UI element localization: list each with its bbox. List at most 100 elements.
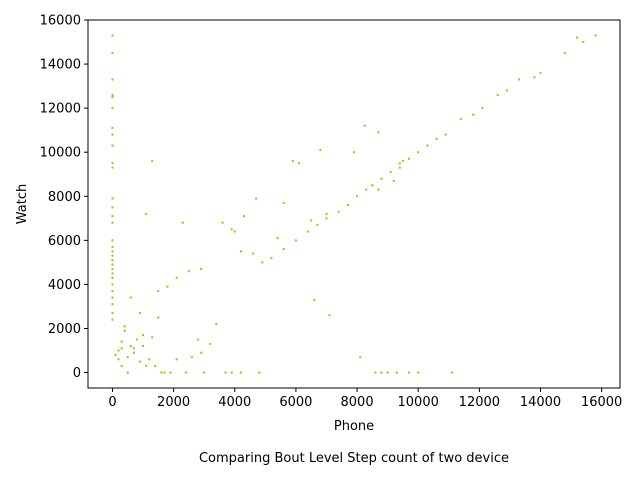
data-point — [157, 289, 160, 293]
data-point — [291, 159, 295, 163]
data-point — [352, 151, 356, 154]
y-axis-label: Watch — [15, 184, 30, 224]
x-tick-label: 16000 — [581, 395, 622, 410]
data-point — [407, 371, 411, 374]
data-point — [196, 338, 200, 341]
data-point — [175, 358, 178, 361]
data-point — [242, 214, 246, 218]
data-point — [310, 219, 313, 222]
data-point — [328, 314, 331, 317]
data-point — [190, 355, 194, 359]
data-point — [120, 340, 123, 343]
data-point — [472, 113, 475, 116]
data-point — [111, 296, 114, 299]
x-tick-label: 6000 — [279, 395, 312, 410]
data-point — [111, 51, 114, 55]
data-point — [132, 347, 136, 350]
data-point — [407, 157, 411, 161]
data-point — [111, 34, 114, 37]
data-point — [169, 371, 172, 374]
data-point — [316, 223, 319, 227]
data-point — [111, 263, 114, 266]
data-point — [377, 188, 380, 191]
data-point — [239, 371, 243, 374]
data-point — [374, 371, 377, 374]
data-point — [435, 137, 438, 141]
data-point — [181, 221, 184, 224]
data-point — [111, 95, 114, 99]
data-point — [187, 270, 191, 273]
data-point — [163, 371, 166, 374]
data-point — [254, 197, 258, 200]
data-point — [358, 355, 362, 359]
data-point — [261, 261, 264, 264]
y-tick-label: 8000 — [48, 190, 81, 205]
data-point — [151, 159, 154, 163]
data-point — [126, 355, 129, 359]
data-point — [444, 133, 447, 136]
data-point — [365, 188, 368, 191]
data-point — [337, 210, 340, 213]
data-point — [202, 371, 206, 374]
data-point — [123, 325, 126, 328]
x-tick-label: 14000 — [520, 395, 561, 410]
data-point — [111, 318, 114, 321]
x-tick-label: 8000 — [341, 395, 374, 410]
data-point — [147, 358, 151, 361]
data-point — [282, 247, 285, 251]
data-point — [111, 206, 114, 209]
data-point — [132, 351, 136, 354]
chart-caption: Comparing Bout Level Step count of two d… — [199, 451, 509, 466]
data-point — [459, 117, 463, 121]
data-point — [450, 371, 454, 374]
data-point — [221, 221, 224, 224]
data-point — [563, 51, 567, 55]
data-point — [144, 212, 148, 216]
data-point — [319, 148, 322, 152]
data-point — [123, 329, 126, 332]
data-point — [377, 131, 380, 134]
data-point — [111, 221, 114, 224]
data-point — [120, 364, 123, 368]
data-point — [371, 184, 374, 187]
data-point — [154, 364, 157, 368]
data-point — [166, 285, 169, 288]
data-point — [417, 371, 420, 374]
data-point — [576, 36, 579, 39]
data-point — [417, 151, 420, 154]
y-tick-label: 4000 — [48, 278, 81, 293]
data-point — [111, 254, 114, 257]
data-point — [276, 236, 279, 240]
y-tick-label: 16000 — [40, 14, 81, 29]
x-tick-label: 2000 — [157, 395, 190, 410]
data-point — [398, 166, 402, 169]
data-point — [209, 342, 212, 346]
data-point — [126, 371, 129, 374]
data-point — [111, 258, 114, 262]
data-point — [401, 159, 405, 163]
data-point — [294, 239, 298, 242]
data-point — [398, 162, 402, 165]
data-point — [117, 349, 120, 352]
data-point — [175, 276, 178, 280]
data-point — [111, 93, 114, 97]
data-point — [111, 197, 114, 200]
x-tick-label: 4000 — [218, 395, 251, 410]
data-point — [239, 250, 243, 253]
data-point — [582, 40, 585, 44]
data-point — [230, 371, 233, 374]
data-point — [111, 245, 114, 249]
x-axis-ticks: 0 2000 4000 6000 8000 10000 12000 14000 16000 — [108, 388, 622, 410]
data-point — [270, 256, 273, 260]
data-point — [111, 166, 114, 169]
data-point — [141, 344, 145, 348]
data-point — [184, 371, 188, 374]
y-tick-label: 2000 — [48, 322, 81, 337]
data-point — [426, 144, 429, 147]
data-point — [111, 267, 114, 271]
data-point — [389, 170, 392, 174]
data-point — [230, 228, 233, 231]
data-point — [313, 298, 316, 302]
data-point — [117, 358, 120, 361]
data-point — [111, 276, 114, 280]
